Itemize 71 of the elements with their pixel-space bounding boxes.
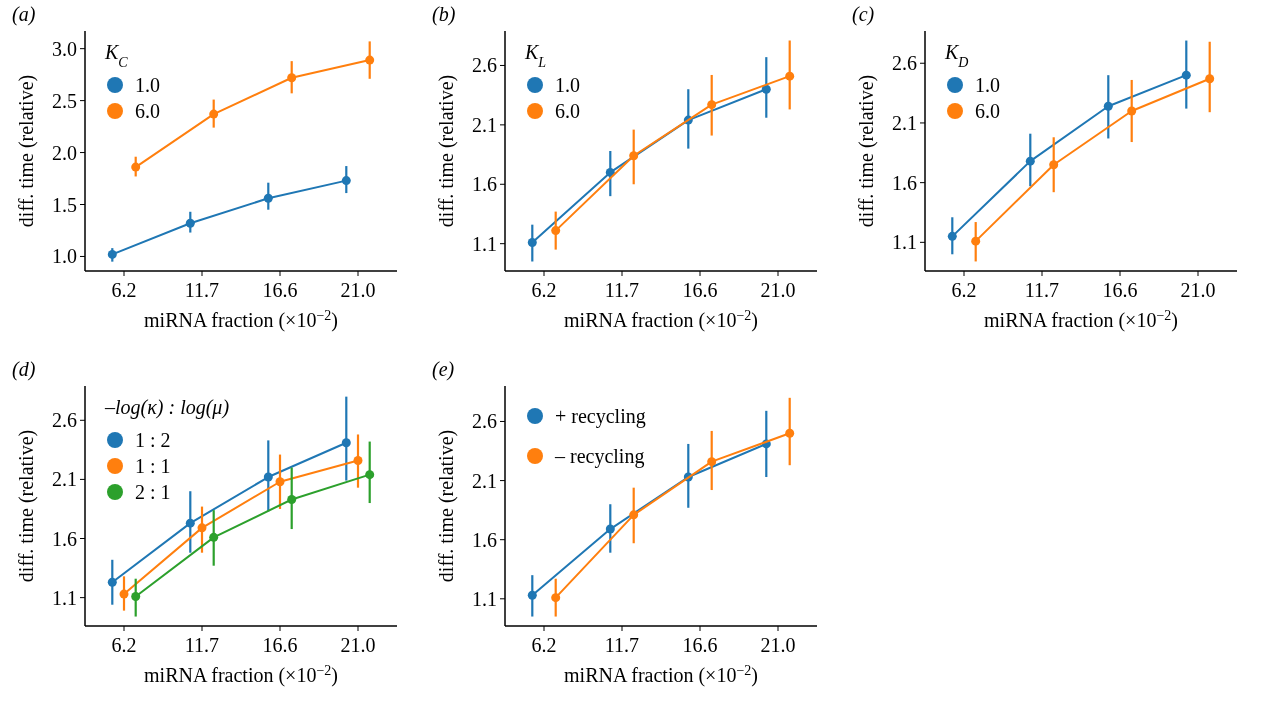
x-tick-label: 11.7 bbox=[604, 279, 640, 301]
y-tick-label: 1.6 bbox=[472, 173, 497, 196]
chart-title: (e) bbox=[432, 358, 455, 381]
chart-title: (a) bbox=[12, 3, 36, 26]
y-tick-label: 1.1 bbox=[472, 587, 497, 610]
y-tick-label: 2.1 bbox=[52, 468, 77, 491]
y-axis-title: diff. time (relative) bbox=[15, 74, 38, 228]
y-tick-label: 2.6 bbox=[52, 409, 77, 432]
legend-label: 2 : 1 bbox=[135, 481, 171, 503]
legend-label: 6.0 bbox=[975, 100, 1000, 122]
y-tick-label: 2.1 bbox=[472, 469, 497, 492]
legend-label: 1.0 bbox=[135, 74, 160, 96]
x-tick-label: 21.0 bbox=[760, 634, 796, 656]
x-tick-label: 6.2 bbox=[951, 279, 977, 301]
x-tick-label: 16.6 bbox=[1102, 279, 1138, 301]
x-tick-label: 16.6 bbox=[262, 634, 298, 656]
legend-title: K$_{D}$ bbox=[944, 41, 969, 70]
legend-label: 1.0 bbox=[555, 74, 580, 96]
x-tick-label: 11.7 bbox=[184, 634, 220, 656]
x-tick-label: 11.7 bbox=[1024, 279, 1060, 301]
y-tick-label: 1.6 bbox=[892, 171, 917, 194]
chart-title: (d) bbox=[12, 358, 36, 381]
x-axis-title: miRNA fraction (×10$^{−2}$) bbox=[984, 307, 1178, 332]
y-axis-title: diff. time (relative) bbox=[435, 429, 458, 583]
y-tick-label: 1.0 bbox=[52, 245, 77, 268]
x-tick-label: 6.2 bbox=[111, 279, 137, 301]
y-tick-label: 2.6 bbox=[472, 54, 497, 77]
legend-title: K$_{L}$ bbox=[524, 41, 547, 70]
legend-label: 1.0 bbox=[975, 74, 1000, 96]
legend-label: 1 : 2 bbox=[135, 429, 171, 451]
x-axis-title: miRNA fraction (×10$^{−2}$) bbox=[564, 662, 758, 687]
legend-label: 6.0 bbox=[555, 100, 580, 122]
legend-title: K$_{C}$ bbox=[104, 41, 129, 70]
y-tick-label: 1.5 bbox=[52, 193, 77, 216]
legend-label: 6.0 bbox=[135, 100, 160, 122]
x-tick-label: 21.0 bbox=[760, 279, 796, 301]
x-axis-title: miRNA fraction (×10$^{−2}$) bbox=[564, 307, 758, 332]
legend-label: – recycling bbox=[554, 445, 645, 468]
y-tick-label: 2.6 bbox=[472, 410, 497, 433]
x-axis-title: miRNA fraction (×10$^{−2}$) bbox=[144, 662, 338, 687]
x-tick-label: 21.0 bbox=[1180, 279, 1216, 301]
y-tick-label: 1.6 bbox=[52, 527, 77, 550]
chart-title: (c) bbox=[852, 3, 875, 26]
y-axis-title: diff. time (relative) bbox=[855, 74, 878, 228]
x-tick-label: 6.2 bbox=[531, 634, 557, 656]
x-tick-label: 16.6 bbox=[262, 279, 298, 301]
y-tick-label: 2.1 bbox=[472, 113, 497, 136]
x-tick-label: 21.0 bbox=[340, 634, 376, 656]
x-tick-label: 21.0 bbox=[340, 279, 376, 301]
x-tick-label: 6.2 bbox=[531, 279, 557, 301]
x-tick-label: 16.6 bbox=[682, 634, 718, 656]
y-tick-label: 2.1 bbox=[892, 111, 917, 134]
y-axis-title: diff. time (relative) bbox=[15, 429, 38, 583]
x-axis-title: miRNA fraction (×10$^{−2}$) bbox=[144, 307, 338, 332]
y-tick-label: 1.1 bbox=[52, 586, 77, 609]
y-tick-label: 1.6 bbox=[472, 528, 497, 551]
x-tick-label: 6.2 bbox=[111, 634, 137, 656]
chart-title: (b) bbox=[432, 3, 456, 26]
y-tick-label: 1.1 bbox=[892, 231, 917, 254]
legend-title: –log(κ) : log(μ) bbox=[104, 396, 230, 419]
y-axis-title: diff. time (relative) bbox=[435, 74, 458, 228]
legend-label: + recycling bbox=[555, 405, 646, 428]
legend-label: 1 : 1 bbox=[135, 455, 171, 477]
x-tick-label: 11.7 bbox=[604, 634, 640, 656]
y-tick-label: 2.5 bbox=[52, 89, 77, 112]
y-tick-label: 2.6 bbox=[892, 52, 917, 75]
y-tick-label: 1.1 bbox=[472, 232, 497, 255]
y-tick-label: 2.0 bbox=[52, 141, 77, 164]
x-tick-label: 16.6 bbox=[682, 279, 718, 301]
y-tick-label: 3.0 bbox=[52, 37, 77, 60]
x-tick-label: 11.7 bbox=[184, 279, 220, 301]
